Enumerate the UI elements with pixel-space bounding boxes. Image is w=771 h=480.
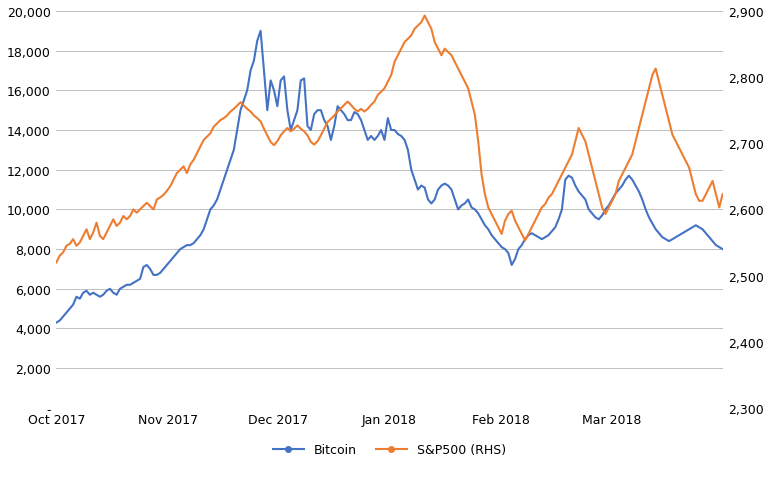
Legend: Bitcoin, S&P500 (RHS): Bitcoin, S&P500 (RHS) <box>268 438 511 461</box>
